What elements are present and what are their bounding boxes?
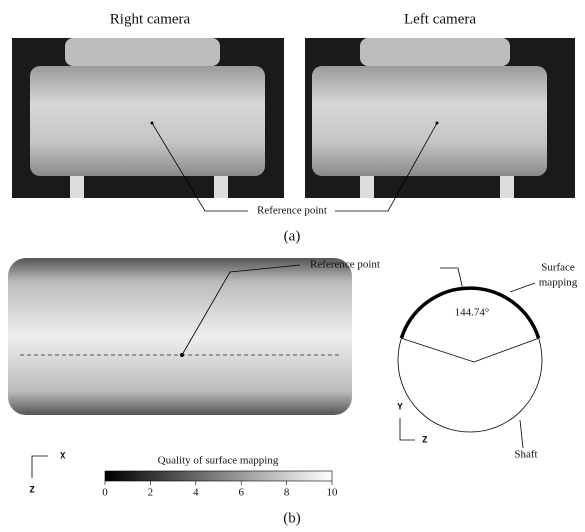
surface-label-2: mapping <box>539 277 578 289</box>
figure: Right camera Left camera Reference point… <box>0 0 585 532</box>
reference-label-b: Reference point <box>310 259 380 271</box>
colorbar-tick-label: 2 <box>148 487 154 499</box>
section-axis-y: Y <box>397 403 403 413</box>
colorbar-tick-label: 0 <box>102 487 108 499</box>
map-axis-x: X <box>60 452 66 462</box>
cross-section <box>398 268 542 448</box>
colorbar-tick-label: 6 <box>238 487 244 499</box>
colorbar-label: Quality of surface mapping <box>158 455 279 467</box>
surface-label-1: Surface <box>541 262 575 274</box>
shaft-label: Shaft <box>514 449 537 461</box>
map-axes <box>32 456 48 478</box>
right-camera-photo <box>12 38 284 198</box>
surface-map <box>8 258 352 415</box>
colorbar <box>105 471 332 481</box>
colorbar-tick-label: 4 <box>193 487 199 499</box>
left-camera-photo <box>305 38 575 198</box>
section-axis-z: Z <box>422 436 428 446</box>
reference-label: Reference point <box>257 205 327 217</box>
map-axis-z: Z <box>29 486 35 496</box>
angle-label: 144.74° <box>455 307 490 319</box>
colorbar-tick-label: 10 <box>327 487 339 499</box>
colorbar-tick-label: 8 <box>284 487 290 499</box>
caption-b: (b) <box>283 510 301 526</box>
right-camera-title: Right camera <box>110 11 191 27</box>
caption-a: (a) <box>284 228 301 244</box>
left-camera-title: Left camera <box>404 11 476 27</box>
